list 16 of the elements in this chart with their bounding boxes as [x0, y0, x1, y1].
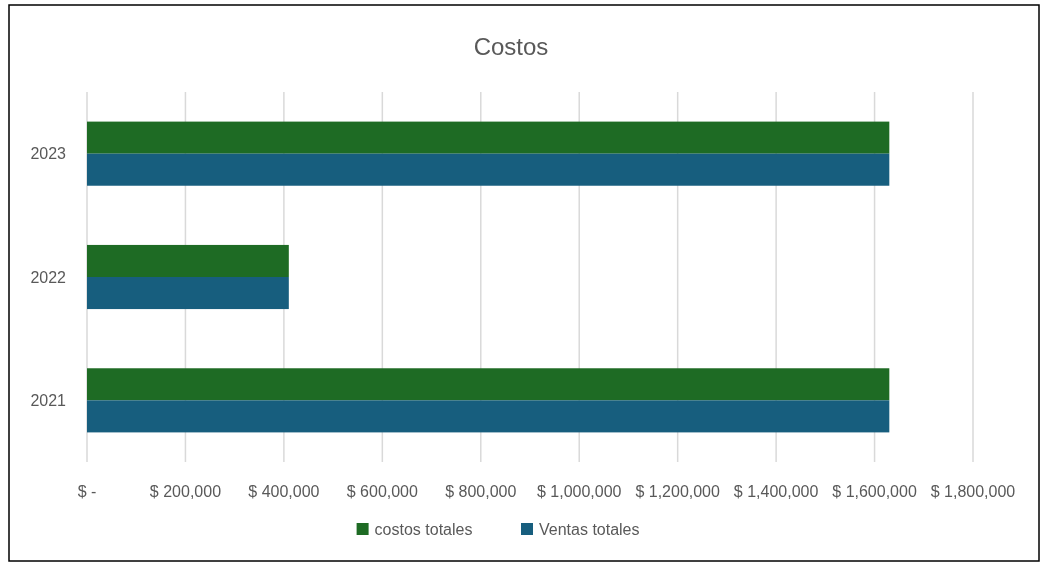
x-tick-label: $ 600,000: [346, 483, 419, 500]
x-tick-label: $ 200,000: [149, 483, 222, 500]
y-tick-label: 2023: [30, 145, 67, 163]
y-tick-label: 2021: [30, 391, 67, 409]
x-tick-label: $ 1,000,000: [536, 483, 622, 500]
chart-title: Costos: [473, 33, 549, 60]
x-tick-label: $ 1,800,000: [930, 483, 1016, 500]
legend-label: Ventas totales: [539, 521, 640, 538]
legend-label: costos totales: [374, 521, 473, 538]
y-tick-label: 2022: [30, 268, 67, 286]
x-tick-label: $ 1,200,000: [635, 483, 721, 500]
x-tick-label: $ 1,400,000: [733, 483, 819, 500]
x-tick-label: $ 800,000: [445, 483, 517, 500]
x-tick-label: $ -: [77, 483, 97, 500]
x-tick-label: $ 400,000: [248, 483, 320, 500]
x-tick-label: $ 1,600,000: [832, 483, 917, 500]
